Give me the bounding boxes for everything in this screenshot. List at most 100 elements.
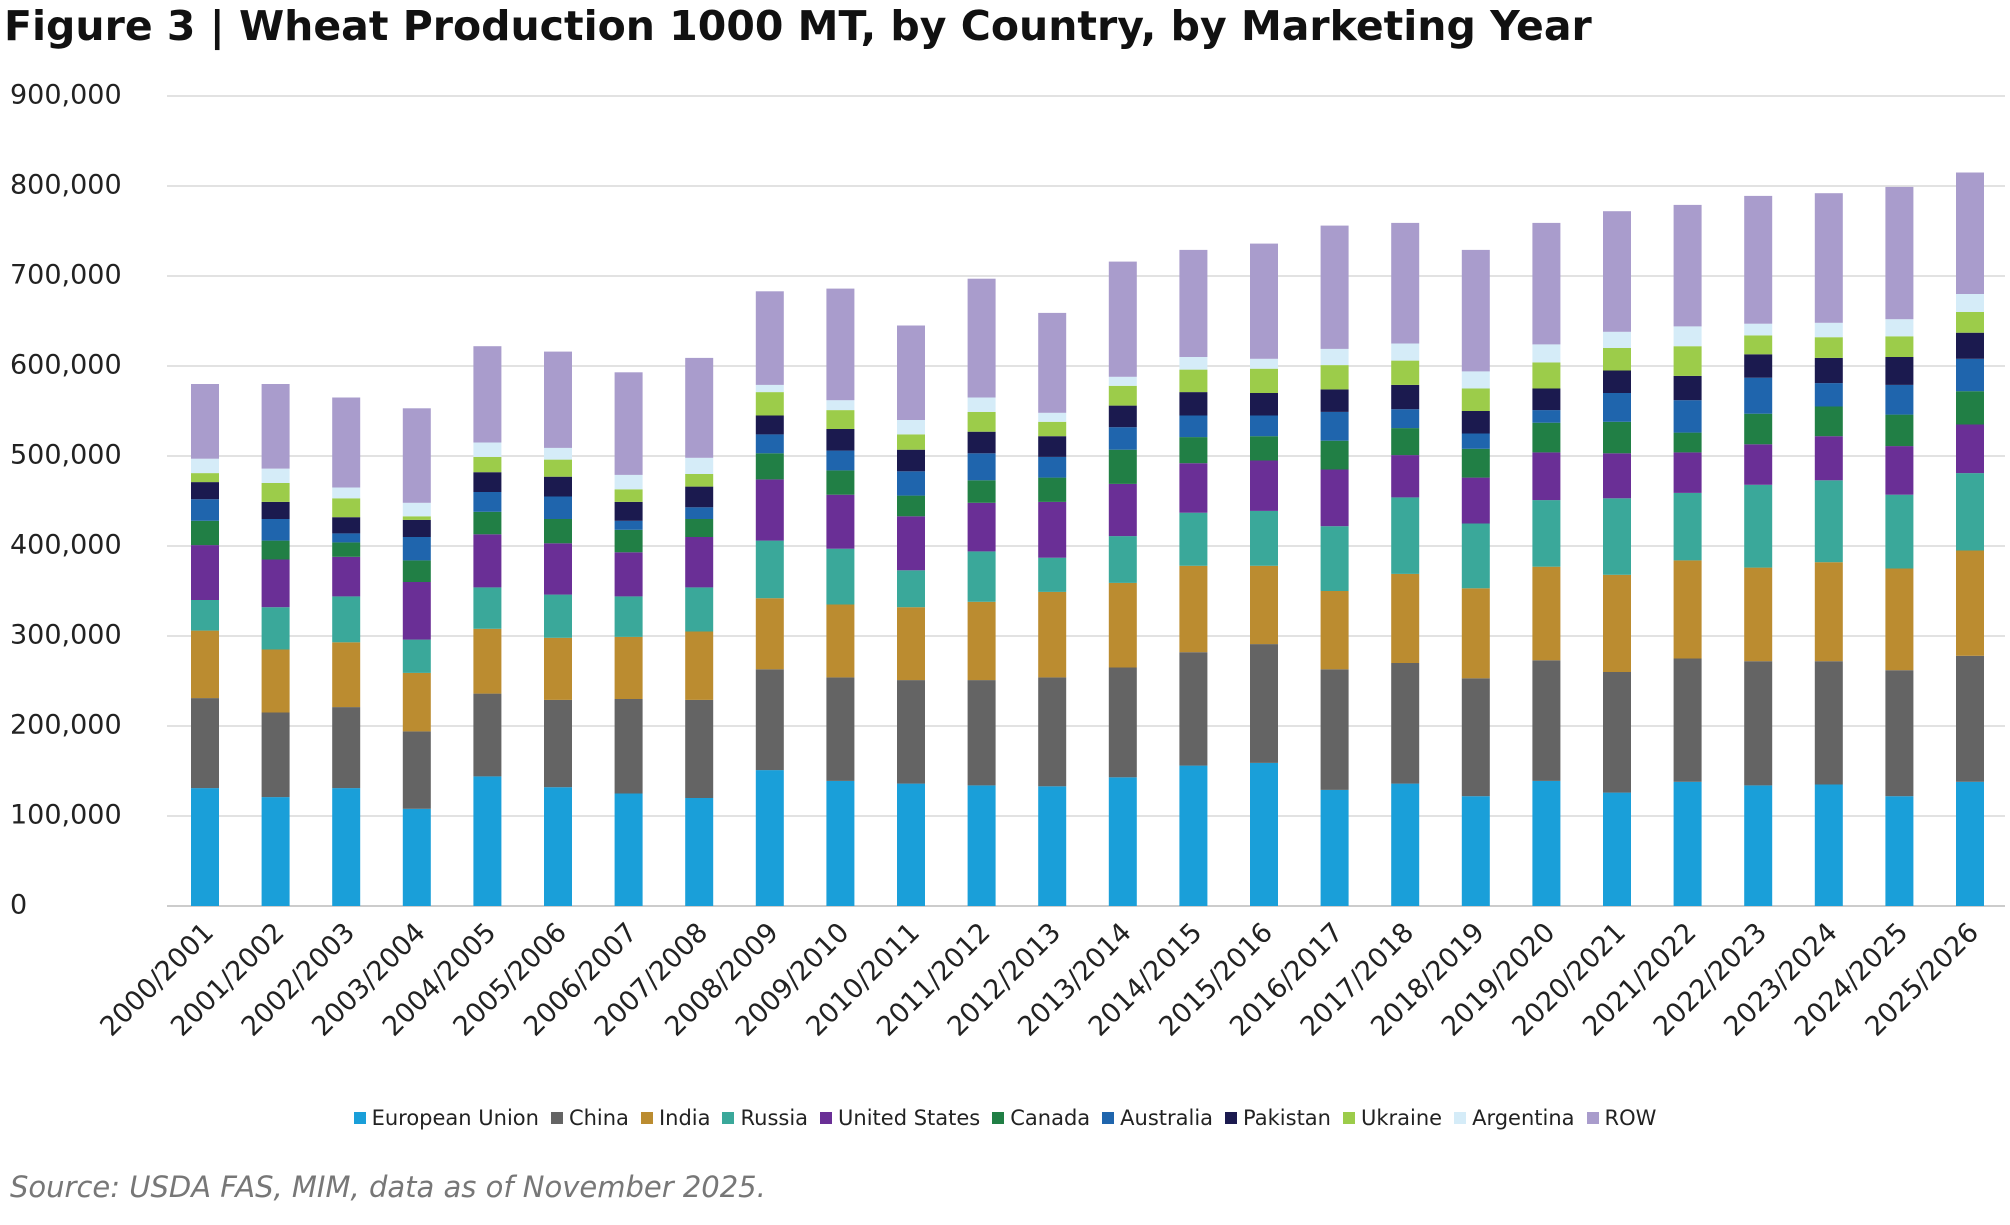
bar-segment [332,707,361,789]
bar-segment [826,677,855,781]
bar-segment [1885,414,1914,447]
bar-segment [967,680,996,786]
bar-segment [473,776,502,906]
bar-segment [1038,501,1067,558]
bar-segment [1108,261,1137,377]
bar-segment [1532,660,1561,781]
bar-segment [191,482,219,500]
bar-segment [1603,348,1631,371]
bar-segment [544,637,572,700]
bar-segment [1956,424,1984,474]
bar-segment [897,680,925,784]
legend-item: Pakistan [1225,1106,1331,1130]
bar-segment [897,495,925,517]
bar-segment [685,537,714,588]
bar-segment [473,628,502,694]
bar-segment [544,496,572,519]
bar-segment [1108,582,1137,668]
bar-segment [1885,494,1914,569]
bar-segment [826,400,855,411]
bar-segment [1179,652,1208,766]
bar-segment [332,533,361,543]
bar-segment [1814,383,1843,407]
bar-segment [1744,785,1773,906]
legend-item: Canada [992,1106,1090,1130]
bar-segment [967,502,996,552]
bar-segment [1956,294,1984,312]
bar-segment [1250,565,1278,645]
legend-label: United States [838,1106,981,1130]
bar-segment [1956,391,1984,425]
y-tick-label: 400,000 [10,530,122,561]
legend-item: Argentina [1454,1106,1575,1130]
legend: European Union China India Russia United Sta… [0,1106,2010,1130]
bar-segment [755,453,784,480]
bar-segment [967,785,996,906]
bar-segment [755,770,784,906]
bar-segment [1179,357,1208,370]
bar-segment [473,693,502,777]
y-tick-label: 100,000 [10,800,122,831]
bar-segment [1179,765,1208,906]
bar-segment [332,498,361,518]
bar-segment [1885,336,1914,357]
bar-segment [1179,463,1208,513]
bar-segment [1532,566,1561,661]
bar-segment [1038,456,1067,478]
bar-segment [473,346,502,443]
bar-segment [1532,780,1561,906]
bar-segment [191,698,219,789]
y-tick-label: 200,000 [10,710,122,741]
bar-segment [755,479,784,541]
bar-segment [402,408,431,503]
bar-segment [1461,249,1490,372]
bar-segment [1108,667,1137,778]
bar-segment [1673,432,1702,453]
bar-segment [755,598,784,670]
y-tick-label: 500,000 [10,440,122,471]
bar-segment [1673,452,1702,493]
bar-segment [332,517,361,534]
bar-segment [1391,222,1420,344]
bar-segment [685,587,714,632]
bar-segment [1179,437,1208,464]
bar-segment [1320,526,1349,591]
bar-segment [1744,661,1773,786]
bar-segment [1179,565,1208,653]
bar-segment [1532,362,1561,389]
legend-label: Russia [740,1106,809,1130]
bar-segment [685,507,714,519]
bar-segment [1603,331,1631,348]
bar-segment [1108,376,1137,386]
bar-segment [332,556,361,597]
bar-segment [1179,512,1208,566]
bar-segment [614,501,643,521]
bar-segment [261,540,290,560]
bar-segment [1673,204,1702,327]
bar-segment [1956,473,1984,551]
bar-segment [402,672,431,732]
bar-segment [685,798,714,906]
bar-segment [826,470,855,495]
bar-segment [1673,346,1702,376]
bar-segment [755,384,784,393]
y-tick-label: 300,000 [10,620,122,651]
bar-segment [544,476,572,497]
bar-segment [1320,669,1349,790]
bar-segment [191,384,219,459]
bar-segment [191,545,219,600]
bar-segment [685,486,714,508]
bar-segment [402,537,431,561]
bar-segment [1038,412,1067,422]
bar-segment [1461,448,1490,478]
bar-segment [1108,427,1137,450]
bar-segment [614,699,643,794]
legend-label: European Union [371,1106,539,1130]
bar-segment [1956,312,1984,333]
legend-item: Australia [1102,1106,1213,1130]
bar-segment [1320,389,1349,412]
bar-segment [261,559,290,608]
bar-segment [826,494,855,549]
bar-segment [1250,644,1278,763]
